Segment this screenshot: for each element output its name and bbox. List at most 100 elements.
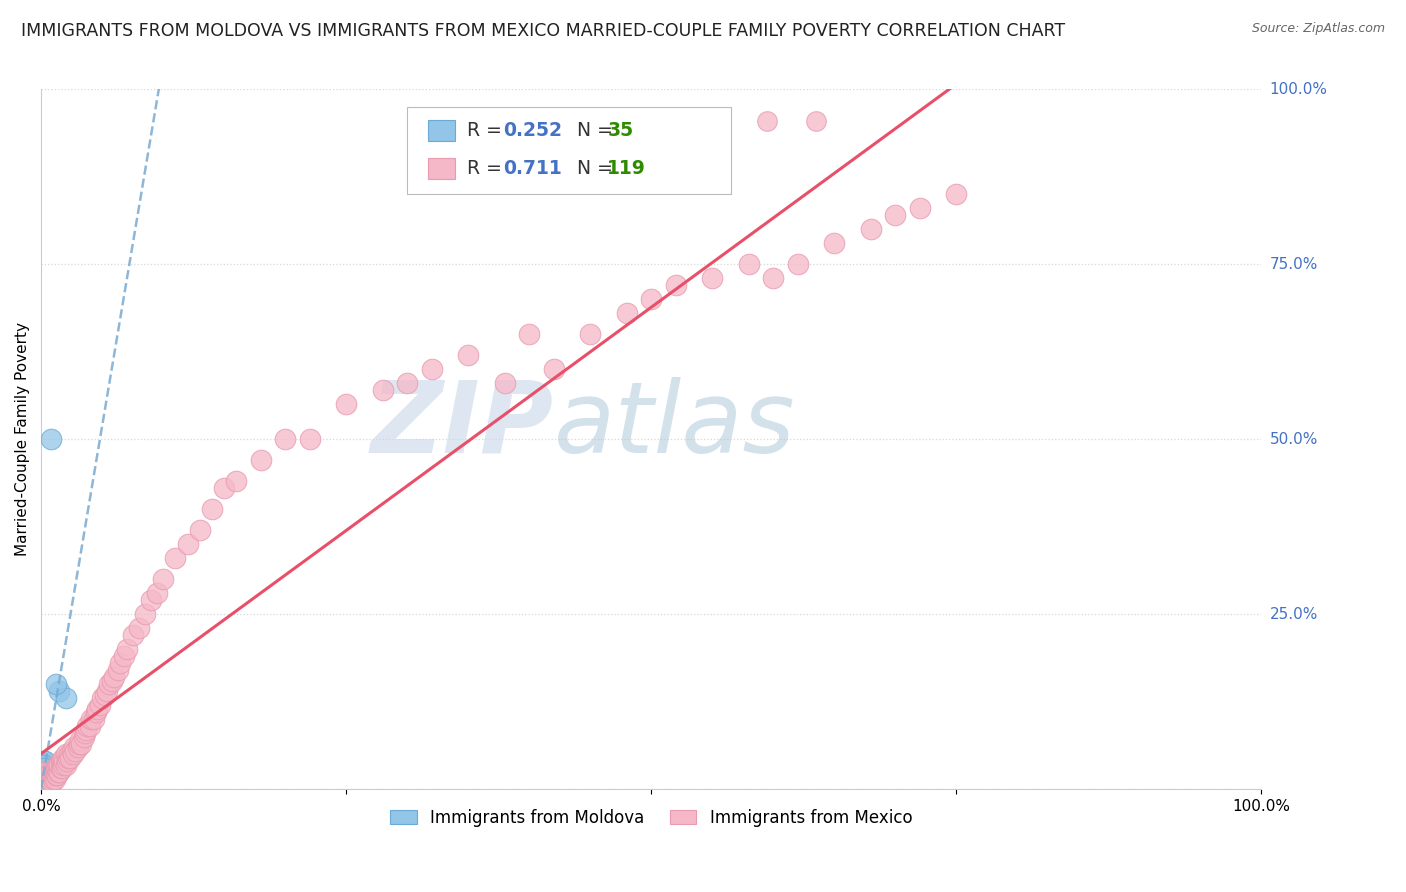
- Point: [32, 754, 55, 768]
- Point: [335, 397, 357, 411]
- Point: [34, 772, 56, 786]
- Point: [37, 775, 59, 789]
- Text: N =: N =: [565, 159, 619, 178]
- Point: [69, 733, 91, 747]
- Point: [34, 768, 56, 782]
- Point: [543, 362, 565, 376]
- Point: [52, 757, 75, 772]
- Text: R =: R =: [467, 121, 508, 140]
- Point: [139, 593, 162, 607]
- FancyBboxPatch shape: [427, 120, 454, 141]
- Point: [31, 761, 53, 775]
- Point: [41, 775, 63, 789]
- Point: [51, 761, 73, 775]
- Point: [121, 628, 143, 642]
- Point: [49, 754, 72, 768]
- Text: 0.711: 0.711: [503, 159, 562, 178]
- Point: [63, 740, 86, 755]
- Point: [76, 719, 98, 733]
- Point: [107, 663, 129, 677]
- Point: [45, 768, 67, 782]
- Text: 0.252: 0.252: [503, 121, 562, 140]
- Point: [37, 768, 59, 782]
- Point: [32, 761, 55, 775]
- Point: [37, 768, 59, 782]
- Point: [45, 761, 67, 775]
- Point: [46, 757, 69, 772]
- Point: [34, 779, 56, 793]
- Point: [73, 730, 96, 744]
- Text: 75.0%: 75.0%: [1270, 257, 1317, 272]
- Point: [79, 719, 101, 733]
- Point: [31, 775, 53, 789]
- Point: [110, 657, 132, 671]
- Point: [396, 376, 419, 391]
- Point: [640, 293, 662, 307]
- Point: [35, 764, 58, 779]
- Point: [35, 768, 58, 782]
- Point: [44, 772, 66, 786]
- Point: [31, 764, 53, 779]
- Point: [84, 705, 107, 719]
- Point: [37, 775, 59, 789]
- Point: [83, 712, 105, 726]
- Point: [101, 673, 124, 688]
- Point: [42, 764, 65, 779]
- Point: [31, 772, 53, 786]
- Point: [66, 740, 89, 755]
- Point: [48, 684, 70, 698]
- Point: [804, 114, 827, 128]
- Point: [738, 257, 761, 271]
- Point: [31, 768, 53, 782]
- Point: [55, 691, 77, 706]
- Point: [884, 208, 907, 222]
- Point: [89, 698, 111, 713]
- Point: [67, 737, 90, 751]
- Y-axis label: Married-Couple Family Poverty: Married-Couple Family Poverty: [15, 322, 30, 557]
- Legend: Immigrants from Moldova, Immigrants from Mexico: Immigrants from Moldova, Immigrants from…: [384, 802, 920, 833]
- Point: [58, 747, 80, 762]
- Point: [225, 475, 247, 489]
- Point: [32, 779, 55, 793]
- Point: [93, 688, 115, 702]
- Point: [517, 327, 540, 342]
- Point: [65, 744, 87, 758]
- Text: atlas: atlas: [554, 376, 796, 474]
- Point: [39, 764, 62, 779]
- Point: [32, 764, 55, 779]
- Point: [665, 278, 688, 293]
- Text: R =: R =: [467, 159, 508, 178]
- Point: [42, 772, 65, 786]
- Point: [31, 779, 53, 793]
- Point: [38, 775, 60, 789]
- Point: [56, 750, 79, 764]
- Point: [176, 537, 198, 551]
- Point: [55, 757, 77, 772]
- Point: [115, 642, 138, 657]
- Point: [38, 768, 60, 782]
- Point: [46, 768, 69, 782]
- Point: [45, 677, 67, 691]
- Point: [34, 775, 56, 789]
- Point: [48, 764, 70, 779]
- Point: [298, 433, 321, 447]
- Point: [55, 747, 77, 762]
- Point: [32, 768, 55, 782]
- Point: [702, 271, 724, 285]
- Point: [34, 754, 56, 768]
- Point: [112, 649, 135, 664]
- Point: [37, 768, 59, 782]
- Point: [212, 481, 235, 495]
- Point: [32, 772, 55, 786]
- Point: [494, 376, 516, 391]
- Point: [42, 768, 65, 782]
- Point: [762, 271, 785, 285]
- Point: [44, 764, 66, 779]
- Point: [37, 772, 59, 786]
- Point: [31, 776, 53, 790]
- Point: [37, 775, 59, 789]
- Point: [201, 502, 224, 516]
- Point: [70, 737, 93, 751]
- Point: [37, 768, 59, 782]
- Point: [32, 773, 55, 788]
